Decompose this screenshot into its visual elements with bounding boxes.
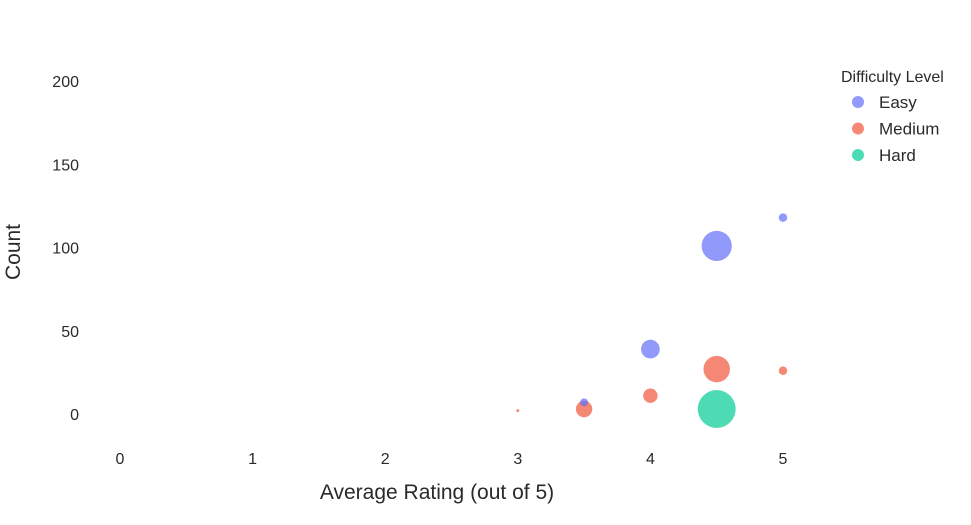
scatter-point-medium[interactable] [516, 409, 520, 413]
y-tick-label: 200 [52, 74, 79, 91]
legend-marker-easy [852, 96, 864, 108]
x-tick-label: 5 [779, 451, 788, 468]
y-tick-label: 100 [52, 241, 79, 258]
scatter-point-medium[interactable] [778, 366, 788, 375]
scatter-point-easy[interactable] [580, 398, 589, 407]
x-axis-ticks: 0 1 2 3 4 5 [116, 451, 788, 468]
legend-label-hard[interactable]: Hard [879, 146, 916, 165]
scatter-point-medium[interactable] [643, 388, 658, 403]
legend-label-medium[interactable]: Medium [879, 120, 939, 139]
x-tick-label: 2 [381, 451, 390, 468]
scatter-point-easy[interactable] [701, 230, 732, 262]
data-points [516, 213, 788, 428]
y-tick-label: 50 [61, 324, 79, 341]
y-axis-ticks: 0 50 100 150 200 [52, 74, 79, 424]
y-tick-label: 0 [70, 407, 79, 424]
legend: Difficulty Level Easy Medium Hard [841, 69, 944, 165]
legend-title: Difficulty Level [841, 69, 944, 86]
x-tick-label: 4 [646, 451, 655, 468]
x-axis-title: Average Rating (out of 5) [320, 481, 554, 504]
scatter-point-easy[interactable] [641, 339, 660, 359]
scatter-point-medium[interactable] [575, 400, 593, 418]
y-axis-title: Count [2, 224, 25, 280]
scatter-point-medium[interactable] [703, 355, 730, 383]
legend-label-easy[interactable]: Easy [879, 93, 917, 112]
legend-marker-medium [852, 122, 864, 135]
y-tick-label: 150 [52, 157, 79, 174]
legend-marker-hard [852, 149, 864, 161]
scatter-point-hard[interactable] [697, 390, 736, 428]
scatter-point-easy[interactable] [778, 213, 788, 222]
x-tick-label: 3 [513, 451, 522, 468]
x-tick-label: 0 [116, 451, 125, 468]
x-tick-label: 1 [248, 451, 257, 468]
